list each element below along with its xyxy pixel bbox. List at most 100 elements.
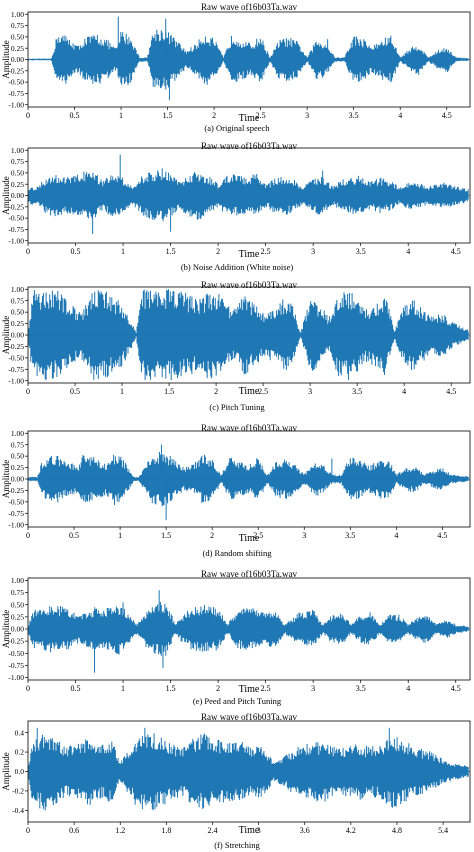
y-tick-label: 0.00 bbox=[11, 55, 24, 64]
y-axis-label: Amplitude bbox=[1, 460, 11, 499]
x-tick-label: 3 bbox=[302, 531, 306, 540]
y-tick-label: -1.00 bbox=[8, 376, 24, 385]
x-tick-label: 0.5 bbox=[70, 387, 80, 396]
x-tick-label: 2.5 bbox=[256, 111, 266, 120]
x-tick-label: 1 bbox=[118, 531, 122, 540]
x-tick-label: 4.5 bbox=[442, 111, 452, 120]
y-tick-label: -0.75 bbox=[8, 661, 24, 670]
x-tick-label: 0 bbox=[26, 247, 30, 256]
x-axis-label: Time bbox=[239, 113, 260, 124]
panel-4: Raw wave of16b03Ta.wav -1.00 -0.75 -0.50 -0.… bbox=[1, 569, 471, 706]
y-tick-label: -0.4 bbox=[12, 806, 24, 815]
x-tick-label: 1 bbox=[121, 247, 125, 256]
x-tick-label: 2.5 bbox=[258, 387, 268, 396]
y-tick-label: -0.2 bbox=[12, 787, 24, 796]
y-tick-label: -0.75 bbox=[8, 509, 24, 518]
x-tick-label: 2 bbox=[216, 247, 220, 256]
y-tick-label: 0.50 bbox=[11, 32, 24, 41]
x-tick-label: 0.5 bbox=[69, 531, 79, 540]
y-tick-label: 0.50 bbox=[11, 308, 24, 317]
panel-1: Raw wave of16b03Ta.wav -1.00 -0.75 -0.50 -0.… bbox=[1, 141, 471, 272]
x-tick-label: 0.6 bbox=[69, 826, 79, 835]
y-tick-label: -1.00 bbox=[8, 236, 24, 245]
x-tick-label: 4 bbox=[406, 247, 410, 256]
panel-caption: (e) Peed and Pitch Tuning bbox=[193, 696, 282, 706]
y-tick-label: 0.25 bbox=[11, 319, 24, 328]
y-tick-label: -0.25 bbox=[8, 202, 24, 211]
x-tick-label: 2.5 bbox=[253, 531, 263, 540]
x-tick-label: 3 bbox=[308, 387, 312, 396]
x-axis-label: Time bbox=[239, 249, 260, 260]
x-tick-label: 2 bbox=[216, 684, 220, 693]
x-tick-label: 3 bbox=[305, 111, 309, 120]
chart-title: Raw wave of16b03Ta.wav bbox=[201, 423, 298, 433]
y-tick-label: 0.00 bbox=[11, 331, 24, 340]
waveform-series bbox=[28, 444, 470, 521]
x-tick-label: 0 bbox=[26, 387, 30, 396]
y-axis-label: Amplitude bbox=[1, 40, 11, 79]
y-tick-label: -0.50 bbox=[8, 353, 24, 362]
x-tick-label: 2.4 bbox=[207, 826, 217, 835]
x-tick-label: 4 bbox=[394, 531, 398, 540]
x-tick-label: 2 bbox=[212, 111, 216, 120]
x-tick-label: 4 bbox=[402, 387, 406, 396]
x-tick-label: 1 bbox=[119, 111, 123, 120]
y-tick-label: 0.00 bbox=[11, 191, 24, 200]
y-tick-label: 0.25 bbox=[11, 180, 24, 189]
x-axis-label: Time bbox=[239, 684, 260, 695]
x-tick-label: 1.8 bbox=[161, 826, 171, 835]
x-tick-label: 1.5 bbox=[163, 111, 173, 120]
panel-0: Raw wave of16b03Ta.wav -1.00 -0.75 -0.50 -0.… bbox=[1, 2, 471, 133]
y-tick-label: 0.00 bbox=[11, 475, 24, 484]
x-tick-label: 0 bbox=[26, 826, 30, 835]
x-tick-label: 0 bbox=[26, 684, 30, 693]
y-tick-label: -0.50 bbox=[8, 649, 24, 658]
y-tick-label: 0.75 bbox=[11, 588, 24, 597]
x-tick-label: 3.5 bbox=[345, 531, 355, 540]
x-axis-label: Time bbox=[239, 825, 260, 836]
y-tick-label: 1.00 bbox=[11, 146, 24, 155]
waveform-series bbox=[28, 154, 470, 234]
waveform-body bbox=[28, 168, 469, 222]
y-tick-label: -0.75 bbox=[8, 225, 24, 234]
x-axis-label: Time bbox=[239, 533, 260, 544]
y-tick-label: 0.2 bbox=[15, 748, 25, 757]
x-tick-label: 1 bbox=[120, 387, 124, 396]
waveform-series bbox=[28, 16, 470, 101]
x-tick-label: 4.5 bbox=[437, 531, 447, 540]
y-tick-label: 0.50 bbox=[11, 168, 24, 177]
x-tick-label: 0.5 bbox=[71, 247, 81, 256]
x-tick-label: 0 bbox=[26, 531, 30, 540]
panel-caption: (d) Random shifting bbox=[203, 548, 273, 558]
x-tick-label: 3 bbox=[257, 826, 261, 835]
x-tick-label: 2.5 bbox=[261, 684, 271, 693]
x-tick-label: 4.5 bbox=[451, 247, 461, 256]
y-axis-label: Amplitude bbox=[1, 752, 11, 791]
y-tick-label: -0.75 bbox=[8, 89, 24, 98]
y-tick-label: 0.50 bbox=[11, 452, 24, 461]
panel-5: Raw wave of16b03Ta.wav -0.4 -0.2 0.0 0.2 0.4 0… bbox=[1, 712, 471, 850]
y-axis-label: Amplitude bbox=[1, 316, 11, 355]
y-tick-label: 0.00 bbox=[11, 625, 24, 634]
y-tick-label: -1.00 bbox=[8, 100, 24, 109]
chart-title: Raw wave of16b03Ta.wav bbox=[201, 569, 298, 579]
chart-title: Raw wave of16b03Ta.wav bbox=[201, 141, 298, 151]
panel-2: Raw wave of16b03Ta.wav -1.00 -0.75 -0.50 -0.… bbox=[1, 280, 471, 412]
y-tick-label: 0.4 bbox=[15, 728, 25, 737]
y-tick-label: 0.25 bbox=[11, 463, 24, 472]
panel-caption: (b) Noise Addition (White noise) bbox=[181, 262, 294, 272]
x-tick-label: 3.6 bbox=[300, 826, 310, 835]
panel-3: Raw wave of16b03Ta.wav -1.00 -0.75 -0.50 -0.… bbox=[1, 423, 471, 558]
y-tick-label: -0.25 bbox=[8, 486, 24, 495]
y-tick-label: 0.50 bbox=[11, 600, 24, 609]
x-tick-label: 1.5 bbox=[166, 684, 176, 693]
x-tick-label: 0.5 bbox=[70, 111, 80, 120]
x-tick-label: 2.5 bbox=[261, 247, 271, 256]
x-tick-label: 3.5 bbox=[349, 111, 359, 120]
panel-caption: (c) Pitch Tuning bbox=[209, 402, 265, 412]
x-tick-label: 4 bbox=[406, 684, 410, 693]
x-tick-label: 4.2 bbox=[346, 826, 356, 835]
y-tick-label: -0.50 bbox=[8, 214, 24, 223]
x-tick-label: 2 bbox=[214, 387, 218, 396]
y-tick-label: -1.00 bbox=[8, 673, 24, 682]
